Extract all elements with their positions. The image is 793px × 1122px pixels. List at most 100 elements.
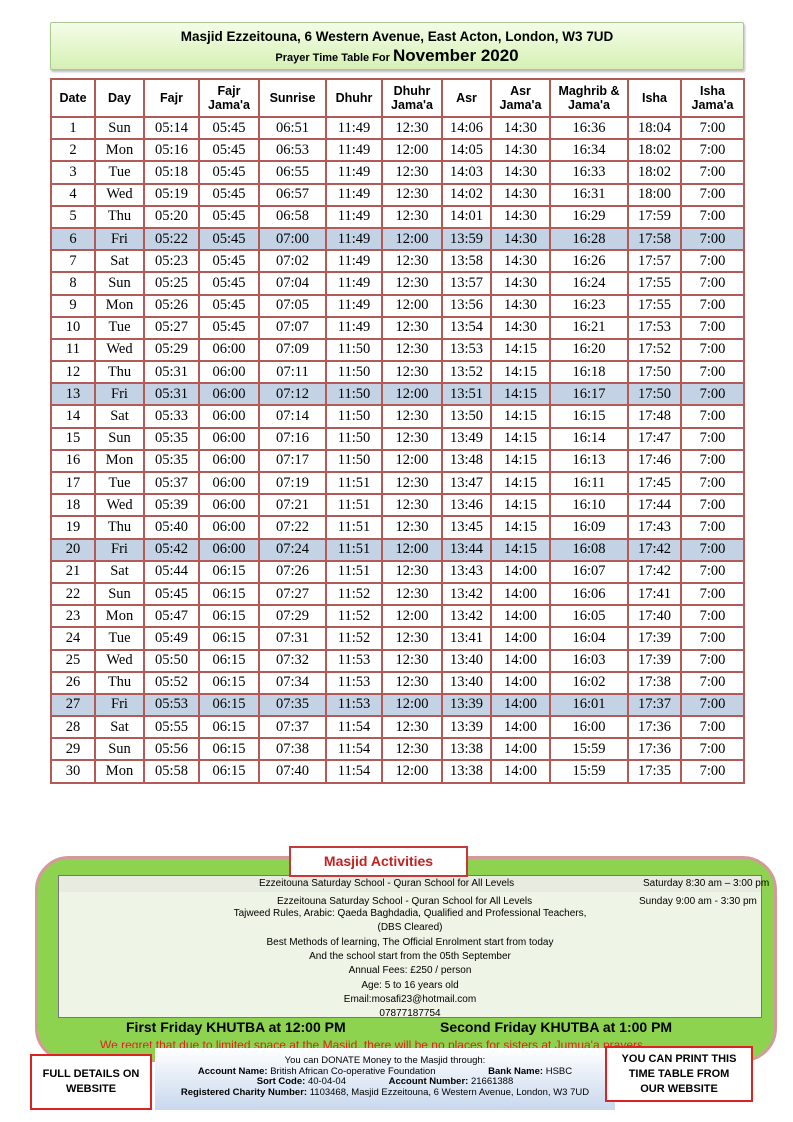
table-cell: 11:53 [325, 692, 383, 718]
table-cell: 12:30 [381, 337, 443, 363]
table-cell: 13:40 [441, 670, 492, 695]
table-cell: Fri [94, 537, 145, 562]
table-cell: 05:45 [198, 271, 260, 296]
table-cell: 06:00 [198, 493, 260, 518]
table-cell: 11:53 [325, 670, 383, 695]
table-cell: 14:15 [490, 448, 551, 474]
table-cell: 7:00 [680, 737, 745, 762]
table-cell: 12:30 [381, 715, 443, 740]
table-cell: 11:49 [325, 160, 383, 185]
table-cell: 16:36 [549, 115, 629, 141]
table-cell: 13 [50, 382, 96, 407]
table-cell: 7:00 [680, 559, 745, 584]
table-cell: 14:03 [441, 160, 492, 185]
table-cell: 16:08 [549, 537, 629, 562]
table-cell: 14:00 [490, 692, 551, 718]
table-cell: 11:51 [325, 559, 383, 584]
table-cell: 07:14 [258, 404, 327, 429]
table-cell: 5 [50, 204, 96, 229]
table-cell: 15:59 [549, 737, 629, 762]
table-cell: 07:04 [258, 271, 327, 296]
table-cell: 17:52 [627, 337, 682, 363]
column-header: Maghrib & Jama'a [549, 78, 629, 118]
table-cell: 11:49 [325, 226, 383, 252]
table-cell: 18:04 [627, 115, 682, 141]
table-cell: Sun [94, 115, 145, 141]
table-cell: 06:53 [258, 138, 327, 163]
table-cell: 12:30 [381, 360, 443, 385]
account-name-label: Account Name: [197, 1065, 268, 1077]
timetable-title: Prayer Time Table For November 2020 [51, 46, 743, 66]
table-cell: 13:47 [441, 470, 492, 496]
table-cell: 12:30 [381, 115, 443, 141]
table-cell: 11:52 [325, 626, 383, 651]
table-row: 23 Mon 05:47 06:15 07:29 11:52 12:00 13:42 14:00… [50, 604, 745, 629]
table-cell: 13:46 [441, 493, 492, 518]
table-cell: 17:44 [627, 493, 682, 518]
table-row: 12 Thu 05:31 06:00 07:11 11:50 12:30 13:52 14:15… [50, 360, 745, 385]
table-cell: 14:00 [490, 581, 551, 607]
activity-line: Annual Fees: £250 / person [348, 965, 472, 977]
table-cell: 23 [50, 604, 96, 629]
table-cell: 14:30 [490, 160, 551, 185]
table-cell: 14:06 [441, 115, 492, 141]
table-cell: 14:30 [490, 204, 551, 229]
table-row: 27 Fri 05:53 06:15 07:35 11:53 12:00 13:39 14:00… [50, 692, 745, 718]
table-cell: 12:30 [381, 426, 443, 451]
table-cell: 06:15 [198, 581, 260, 607]
table-cell: Thu [94, 670, 145, 695]
table-cell: Wed [94, 182, 145, 207]
table-cell: 06:00 [198, 470, 260, 496]
table-cell: 13:52 [441, 360, 492, 385]
masjid-address: Masjid Ezzeitouna, 6 Western Avenue, Eas… [180, 29, 614, 44]
table-cell: 05:50 [143, 648, 200, 673]
sisters-notice: We regret that due to limited space at t… [100, 1038, 643, 1048]
table-cell: 7 [50, 249, 96, 274]
table-cell: 11 [50, 337, 96, 363]
table-cell: 12:30 [381, 648, 443, 673]
prayer-timetable: Date Day Fajr Fajr Jama'a Sunrise Dhuhr Dhuhr … [50, 78, 745, 784]
table-cell: 05:53 [143, 692, 200, 718]
table-cell: 16:28 [549, 226, 629, 252]
table-cell: 12:30 [381, 515, 443, 540]
table-cell: 14:00 [490, 648, 551, 673]
donate-intro: You can DONATE Money to the Masjid throu… [284, 1055, 486, 1066]
table-cell: 07:19 [258, 470, 327, 496]
table-row: 3 Tue 05:18 05:45 06:55 11:49 12:30 14:03 14:30 1… [50, 160, 745, 185]
table-row: 22 Sun 05:45 06:15 07:27 11:52 12:30 13:42 14:00… [50, 581, 745, 607]
sort-code-label: Sort Code: [256, 1076, 306, 1087]
table-cell: 05:40 [143, 515, 200, 540]
table-cell: 7:00 [680, 315, 745, 340]
table-row: 26 Thu 05:52 06:15 07:34 11:53 12:30 13:40 14:00… [50, 670, 745, 695]
table-cell: 06:58 [258, 204, 327, 229]
month-label: November 2020 [392, 46, 519, 65]
table-cell: 05:31 [143, 360, 200, 385]
table-cell: 05:45 [198, 293, 260, 318]
table-cell: 16:20 [549, 337, 629, 363]
table-cell: 11:51 [325, 515, 383, 540]
table-cell: 16:18 [549, 360, 629, 385]
activity-line: Age: 5 to 16 years old [361, 979, 459, 991]
full-details-notice: FULL DETAILS ON WEBSITE [30, 1054, 152, 1110]
table-cell: 14:00 [490, 715, 551, 740]
table-cell: 17:36 [627, 737, 682, 762]
table-cell: Mon [94, 138, 145, 163]
table-cell: 05:35 [143, 448, 200, 474]
table-cell: 12:00 [381, 759, 443, 784]
table-cell: 13:40 [441, 648, 492, 673]
table-cell: Wed [94, 493, 145, 518]
table-cell: 11:49 [325, 204, 383, 229]
table-cell: 7:00 [680, 493, 745, 518]
table-cell: 06:15 [198, 737, 260, 762]
table-cell: 11:50 [325, 337, 383, 363]
table-cell: 13:45 [441, 515, 492, 540]
table-cell: 06:15 [198, 692, 260, 718]
table-cell: 14:30 [490, 115, 551, 141]
table-cell: Fri [94, 692, 145, 718]
table-cell: 16:26 [549, 249, 629, 274]
table-cell: 06:15 [198, 648, 260, 673]
table-cell: 14:30 [490, 249, 551, 274]
table-cell: 12 [50, 360, 96, 385]
table-cell: 14:30 [490, 138, 551, 163]
table-cell: 7:00 [680, 360, 745, 385]
